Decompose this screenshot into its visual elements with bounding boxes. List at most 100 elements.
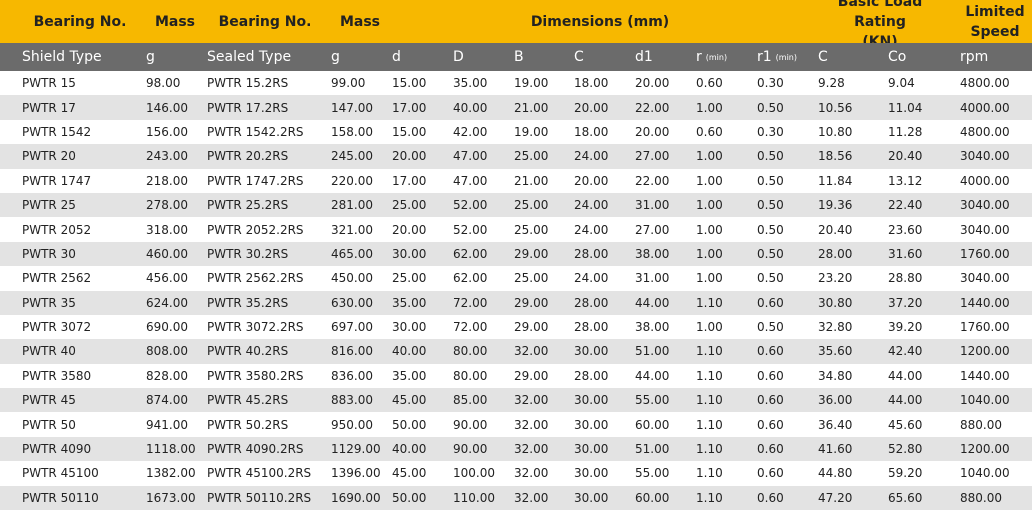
- table-row: PWTR 40 808.00 PWTR 40.2RS 816.00 40.00 80.00…: [0, 339, 1032, 364]
- cell-mass-shield: 828.00: [146, 368, 188, 383]
- cell-c-load: 41.60: [818, 442, 853, 457]
- subheader-B: B: [514, 49, 524, 65]
- cell-r1: 0.50: [757, 320, 784, 335]
- header-mass-shield: Mass: [154, 13, 196, 30]
- cell-mass-sealed: 99.00: [331, 76, 366, 91]
- cell-rpm: 3040.00: [960, 222, 1010, 237]
- header-basic-load-rating-line1: Basic Load Rating: [837, 0, 923, 30]
- cell-shield-type: PWTR 35: [22, 295, 76, 310]
- subheader-r1: r1 (min): [757, 43, 797, 71]
- subheader-r1-min: (min): [775, 52, 797, 62]
- cell-B: 29.00: [514, 295, 549, 310]
- header-bearing-no-shield: Bearing No.: [33, 13, 127, 30]
- cell-d: 20.00: [392, 222, 427, 237]
- cell-r1: 0.50: [757, 222, 784, 237]
- cell-rpm: 1440.00: [960, 295, 1010, 310]
- cell-mass-shield: 808.00: [146, 344, 188, 359]
- cell-r1: 0.60: [757, 442, 784, 457]
- cell-rpm: 3040.00: [960, 149, 1010, 164]
- cell-D: 47.00: [453, 173, 488, 188]
- cell-rpm: 1040.00: [960, 393, 1010, 408]
- cell-d: 15.00: [392, 124, 427, 139]
- cell-r: 1.10: [696, 490, 723, 505]
- table-row: PWTR 2562 456.00 PWTR 2562.2RS 450.00 25.00 6…: [0, 266, 1032, 290]
- table-row: PWTR 1542 156.00 PWTR 1542.2RS 158.00 15.00 4…: [0, 120, 1032, 144]
- cell-B: 25.00: [514, 222, 549, 237]
- table-row: PWTR 30 460.00 PWTR 30.2RS 465.00 30.00 62.00…: [0, 241, 1032, 267]
- cell-B: 29.00: [514, 368, 549, 383]
- cell-C: 28.00: [574, 295, 609, 310]
- subheader-r: r (min): [696, 43, 727, 71]
- cell-shield-type: PWTR 17: [22, 100, 76, 115]
- cell-D: 52.00: [453, 198, 488, 213]
- cell-C: 24.00: [574, 271, 609, 286]
- cell-rpm: 880.00: [960, 417, 1002, 432]
- cell-d1: 22.00: [635, 173, 670, 188]
- cell-mass-sealed: 1396.00: [331, 466, 381, 481]
- cell-r1: 0.50: [757, 271, 784, 286]
- cell-D: 110.00: [453, 490, 495, 505]
- cell-d1: 27.00: [635, 222, 670, 237]
- cell-r1: 0.60: [757, 344, 784, 359]
- cell-mass-shield: 1118.00: [146, 442, 196, 457]
- cell-sealed-type: PWTR 35.2RS: [207, 295, 289, 310]
- cell-mass-sealed: 321.00: [331, 222, 373, 237]
- subheader-r-label: r: [696, 49, 702, 65]
- cell-B: 32.00: [514, 490, 549, 505]
- cell-d: 17.00: [392, 173, 427, 188]
- cell-shield-type: PWTR 15: [22, 76, 76, 91]
- cell-B: 21.00: [514, 173, 549, 188]
- cell-D: 80.00: [453, 368, 488, 383]
- cell-D: 62.00: [453, 246, 488, 261]
- cell-r: 1.10: [696, 466, 723, 481]
- cell-co: 20.40: [888, 149, 923, 164]
- cell-mass-sealed: 950.00: [331, 417, 373, 432]
- cell-sealed-type: PWTR 25.2RS: [207, 198, 289, 213]
- cell-mass-shield: 624.00: [146, 295, 188, 310]
- cell-B: 21.00: [514, 100, 549, 115]
- cell-B: 32.00: [514, 344, 549, 359]
- cell-r: 1.00: [696, 271, 723, 286]
- cell-co: 44.00: [888, 393, 923, 408]
- table-row: PWTR 15 98.00 PWTR 15.2RS 99.00 15.00 35.00 19…: [0, 71, 1032, 95]
- cell-B: 32.00: [514, 417, 549, 432]
- cell-shield-type: PWTR 1542: [22, 124, 92, 139]
- cell-d1: 60.00: [635, 417, 670, 432]
- cell-r1: 0.30: [757, 124, 784, 139]
- cell-shield-type: PWTR 50110: [22, 490, 99, 505]
- cell-co: 45.60: [888, 417, 923, 432]
- cell-d: 25.00: [392, 271, 427, 286]
- subheader-Co: Co: [888, 49, 907, 65]
- cell-shield-type: PWTR 50: [22, 417, 76, 432]
- cell-r: 0.60: [696, 76, 723, 91]
- cell-B: 32.00: [514, 393, 549, 408]
- cell-mass-sealed: 883.00: [331, 393, 373, 408]
- cell-B: 19.00: [514, 124, 549, 139]
- subheader-r1-label: r1: [757, 49, 772, 65]
- table-row: PWTR 17 146.00 PWTR 17.2RS 147.00 17.00 40.00…: [0, 95, 1032, 120]
- cell-B: 25.00: [514, 271, 549, 286]
- cell-B: 29.00: [514, 320, 549, 335]
- cell-r: 1.00: [696, 149, 723, 164]
- cell-B: 32.00: [514, 442, 549, 457]
- cell-shield-type: PWTR 4090: [22, 442, 92, 457]
- cell-mass-sealed: 158.00: [331, 124, 373, 139]
- cell-c-load: 36.00: [818, 393, 853, 408]
- cell-mass-shield: 278.00: [146, 198, 188, 213]
- header-dimensions: Dimensions (mm): [530, 13, 670, 30]
- cell-c-load: 10.56: [818, 100, 853, 115]
- cell-r: 1.00: [696, 320, 723, 335]
- cell-sealed-type: PWTR 50.2RS: [207, 417, 289, 432]
- cell-C: 28.00: [574, 246, 609, 261]
- subheader-C-load: C: [818, 49, 828, 65]
- table-row: PWTR 50110 1673.00 PWTR 50110.2RS 1690.00 50…: [0, 485, 1032, 510]
- cell-c-load: 18.56: [818, 149, 853, 164]
- cell-d: 30.00: [392, 320, 427, 335]
- cell-co: 23.60: [888, 222, 923, 237]
- cell-d1: 31.00: [635, 198, 670, 213]
- cell-rpm: 1760.00: [960, 320, 1010, 335]
- header-top-row: Bearing No. Mass Bearing No. Mass Dimens…: [0, 0, 1032, 50]
- table-row: PWTR 25 278.00 PWTR 25.2RS 281.00 25.00 52.00…: [0, 192, 1032, 218]
- cell-rpm: 4800.00: [960, 124, 1010, 139]
